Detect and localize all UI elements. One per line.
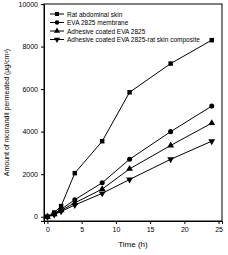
tick: 0 [34,213,44,220]
tick-mark [47,221,48,224]
y-axis: 0 2000 4000 6000 8000 10000 [19,1,45,222]
tick: 0 [46,221,50,233]
tick-label: 20 [181,226,189,233]
data-point [99,185,106,191]
tick: 6000 [22,86,44,93]
data-point [71,203,78,209]
legend-marker [55,12,59,16]
tick: 20 [181,221,189,233]
axis-line [45,222,223,225]
data-point [167,157,174,163]
data-point [51,213,58,219]
series-line [47,106,211,217]
tick: 10 [112,221,120,233]
series-layer [44,38,215,221]
legend-marker [54,38,60,43]
tick-label: 0 [34,213,38,220]
tick-label: 15 [147,226,155,233]
series-line [47,141,211,217]
tick: 15 [147,221,155,233]
tick-label: 4000 [22,128,38,135]
tick: 10000 [19,1,44,8]
tick-label: 8000 [22,43,38,50]
data-point [127,90,131,94]
tick: 5 [80,221,84,233]
data-point [208,119,215,125]
data-point [167,142,174,148]
y-axis-title: Amount of nicorandil permeated (μg/cm²) [3,49,11,176]
tick-label: 6000 [22,86,38,93]
legend-label: Rat abdominal skin [67,11,123,18]
tick-label: 0 [46,226,50,233]
data-point [73,171,77,175]
legend-item: EVA 2825 membrane [50,19,129,26]
tick: 8000 [22,43,44,50]
plot-frame [44,4,222,221]
series-line [47,123,211,217]
tick-mark [82,221,83,224]
tick-label: 10 [112,226,120,233]
axis-line [41,5,45,222]
tick-mark [219,221,220,224]
legend-item: Adhesive coated EVA 2825-rat skin compos… [50,36,200,44]
data-point [209,38,213,42]
tick-mark [116,221,117,224]
legend-label: Adhesive coated EVA 2825-rat skin compos… [67,36,200,44]
tick-mark [184,221,185,224]
data-point [126,178,133,184]
tick-mark [41,217,44,218]
data-point [44,215,51,221]
tick-label: 2000 [22,171,38,178]
data-point [126,165,133,171]
legend: Rat abdominal skinEVA 2825 membrane Adhes… [50,11,200,45]
data-point [99,191,106,197]
tick-mark [41,89,44,90]
data-point [209,104,214,109]
tick: 4000 [22,128,44,135]
data-point [100,139,104,143]
tick-label: 25 [215,226,223,233]
tick-mark [41,132,44,133]
legend-label: Adhesive coated EVA 2825 [67,28,146,35]
tick-label: 10000 [19,1,39,8]
legend-marker [54,27,60,32]
data-point [168,129,173,134]
x-axis: 0 5 10 15 20 25 [45,221,224,233]
legend-marker [55,20,60,25]
data-point [58,209,65,215]
data-point [127,157,132,162]
tick-mark [41,174,44,175]
legend-label: EVA 2825 membrane [67,19,129,26]
x-axis-title: Time (h) [118,240,148,249]
legend-item: Rat abdominal skin [50,11,123,18]
data-point [168,61,172,65]
tick-label: 5 [80,226,84,233]
tick: 25 [215,221,223,233]
data-point [100,180,105,185]
chart: 0 5 10 15 20 25 0 2000 4000 6000 8000 10000 Rat abdo… [0,0,228,255]
tick: 2000 [22,171,44,178]
series-line [47,40,211,217]
plot: 0 5 10 15 20 25 0 2000 4000 6000 8000 10000 Rat abdo… [19,1,224,233]
tick-mark [150,221,151,224]
legend-item: Adhesive coated EVA 2825 [50,27,146,34]
data-point [208,139,215,145]
tick-mark [41,4,44,5]
tick-mark [41,47,44,48]
